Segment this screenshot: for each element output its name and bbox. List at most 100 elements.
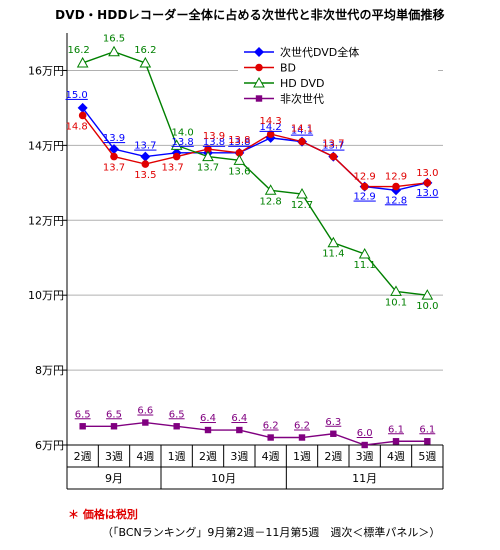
x-tick-label: 3週 [105,450,123,463]
data-point [110,152,118,161]
y-tick-label: 6万円 [35,439,64,452]
data-point [254,47,264,57]
data-point [235,149,244,157]
data-point [108,45,120,57]
x-tick-label: 3週 [230,450,248,463]
data-point [202,150,214,162]
data-label: 13.9 [103,133,125,144]
data-label: 13.8 [228,137,250,148]
data-label: 6.1 [419,424,435,435]
data-label: 12.9 [385,172,407,183]
data-point [139,56,152,68]
x-tick-label: 2週 [199,450,217,463]
data-point [173,423,180,430]
series-lines [82,50,428,446]
data-label: 11.4 [322,249,344,260]
data-label: 14.3 [260,116,282,127]
data-label: 6.4 [200,413,216,424]
data-label: 13.7 [103,163,125,174]
data-label: 16.2 [68,45,90,56]
series-line [82,421,428,446]
data-point [296,188,308,199]
data-point [141,160,150,168]
data-label: 12.9 [354,192,376,203]
data-label: 12.9 [354,172,376,183]
data-point [255,95,263,102]
data-labels: 15.013.913.7 13.8 13.8 13.814.2 14.113.712.9… [66,34,439,439]
data-label: 14.2 [260,122,282,133]
data-point [142,419,149,426]
data-label: 13.6 [228,166,250,177]
data-point [140,151,151,162]
data-label: 13.0 [416,168,438,179]
data-label: 12.8 [260,196,282,207]
month-label: 9月 [105,472,123,485]
data-label: 6.5 [169,409,185,420]
x-tick-label: 5週 [418,450,436,463]
data-label: 13.7 [322,141,344,152]
data-label: 13.8 [228,135,250,146]
data-point [170,139,183,150]
data-label: 13.5 [134,170,156,181]
data-point [358,247,371,259]
data-label: 6.5 [106,409,122,420]
data-label: 12.7 [291,200,313,211]
data-point [390,285,402,296]
month-label: 11月 [352,472,377,485]
x-tick-label: 1週 [293,450,311,463]
data-point [77,102,88,113]
series-line [82,50,428,296]
data-label: 14.0 [172,127,194,138]
data-point [255,63,263,72]
data-label: 13.7 [197,163,219,174]
data-label: 12.8 [385,195,407,206]
data-label: 6.2 [263,421,279,432]
month-label: 10月 [211,472,236,485]
data-point [424,438,431,445]
legend: 次世代DVD全体 BD HD DVD 非次世代 [238,42,438,112]
data-label: 10.0 [416,301,438,312]
legend-label: 非次世代 [280,92,324,106]
data-point [298,137,306,146]
data-label: 14.1 [291,124,313,135]
data-label: 6.4 [231,413,247,424]
chart-title: DVD・HDDレコーダー全体に占める次世代と非次世代の平均単価推移 [55,8,445,22]
grid-lines [67,69,443,371]
data-label: 13.0 [416,188,438,199]
data-label: 11.1 [354,260,376,271]
data-point [360,182,369,191]
data-point [236,426,243,434]
data-point [423,179,432,187]
data-label: 15.0 [66,90,88,101]
data-point [204,426,212,434]
data-point [392,438,400,445]
legend-box [238,42,438,112]
legend-label: BD [280,62,296,75]
data-label: 6.1 [388,424,404,435]
legend-label: 次世代DVD全体 [280,45,359,59]
data-label: 16.2 [134,45,156,56]
data-point [204,145,212,153]
data-point [233,154,246,165]
x-tick-label: 2週 [74,450,92,463]
data-label: 13.7 [322,139,344,150]
x-tick-label: 4週 [387,450,405,463]
data-label: 6.0 [357,428,373,439]
data-label: 6.2 [294,421,310,432]
data-point [421,289,434,300]
data-label: 14.8 [66,121,88,132]
data-point [76,56,89,68]
data-point [298,434,306,441]
data-label: 6.6 [137,406,153,417]
data-label: 6.5 [75,409,91,420]
data-point [330,430,337,437]
x-tick-label: 4週 [136,450,154,463]
y-tick-label: 14万円 [28,139,64,152]
x-tick-label: 4週 [262,450,280,463]
data-label: 13.8 [172,137,194,148]
y-tick-label: 12万円 [28,214,64,227]
data-point [79,423,86,430]
data-point [266,130,275,138]
data-label: 10.1 [385,297,407,308]
